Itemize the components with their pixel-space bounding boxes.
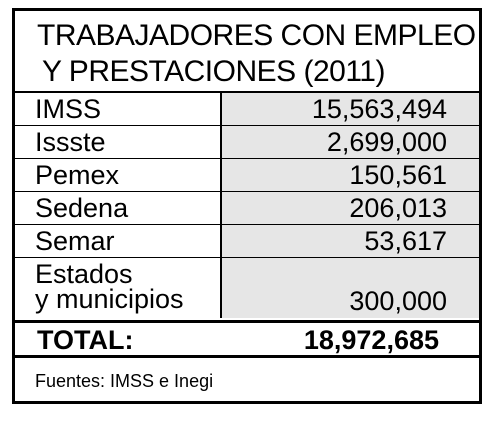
row-value: 150,561: [349, 160, 447, 190]
total-label: TOTAL:: [37, 325, 134, 355]
row-label-cell: Sedena: [15, 192, 222, 224]
title-line-1: TRABAJADORES CON EMPLEO: [37, 19, 476, 52]
row-value: 53,617: [364, 226, 447, 256]
row-label: IMSS: [35, 94, 102, 124]
total-row: TOTAL: 18,972,685: [15, 320, 479, 358]
row-value: 15,563,494: [311, 94, 447, 124]
row-value-cell: 300,000: [222, 258, 479, 318]
table-row: Estados y municipios 300,000: [15, 258, 479, 318]
row-value-cell: 15,563,494: [222, 93, 479, 125]
table-title: TRABAJADORES CON EMPLEO Y PRESTACIONES (…: [15, 11, 479, 93]
row-value: 2,699,000: [326, 127, 447, 157]
row-value-cell: 150,561: [222, 159, 479, 191]
row-value-cell: 53,617: [222, 225, 479, 257]
row-value: 300,000: [349, 286, 447, 316]
data-rows: IMSS 15,563,494 Issste 2,699,000 Pemex 1…: [15, 93, 479, 318]
table-row: Issste 2,699,000: [15, 126, 479, 159]
row-label-line-1: Estados: [35, 259, 133, 289]
row-value-cell: 206,013: [222, 192, 479, 224]
table-row: Pemex 150,561: [15, 159, 479, 192]
table-row: Sedena 206,013: [15, 192, 479, 225]
table-frame: TRABAJADORES CON EMPLEO Y PRESTACIONES (…: [12, 8, 482, 404]
row-label: Pemex: [35, 160, 120, 190]
row-label-cell: Pemex: [15, 159, 222, 191]
row-value-cell: 2,699,000: [222, 126, 479, 158]
row-label-cell: Semar: [15, 225, 222, 257]
row-label-cell: Estados y municipios: [15, 258, 222, 318]
table-row: IMSS 15,563,494: [15, 93, 479, 126]
title-line-2: Y PRESTACIONES (2011): [42, 55, 385, 88]
source-note: Fuentes: IMSS e Inegi: [35, 371, 214, 391]
row-label: Issste: [35, 127, 106, 157]
row-label-line-2: y municipios: [35, 284, 184, 314]
table-row: Semar 53,617: [15, 225, 479, 258]
row-label-cell: Issste: [15, 126, 222, 158]
row-value: 206,013: [349, 193, 447, 223]
row-label-cell: IMSS: [15, 93, 222, 125]
row-label: Semar: [35, 226, 115, 256]
row-label: Sedena: [35, 193, 129, 223]
total-value: 18,972,685: [303, 325, 439, 355]
